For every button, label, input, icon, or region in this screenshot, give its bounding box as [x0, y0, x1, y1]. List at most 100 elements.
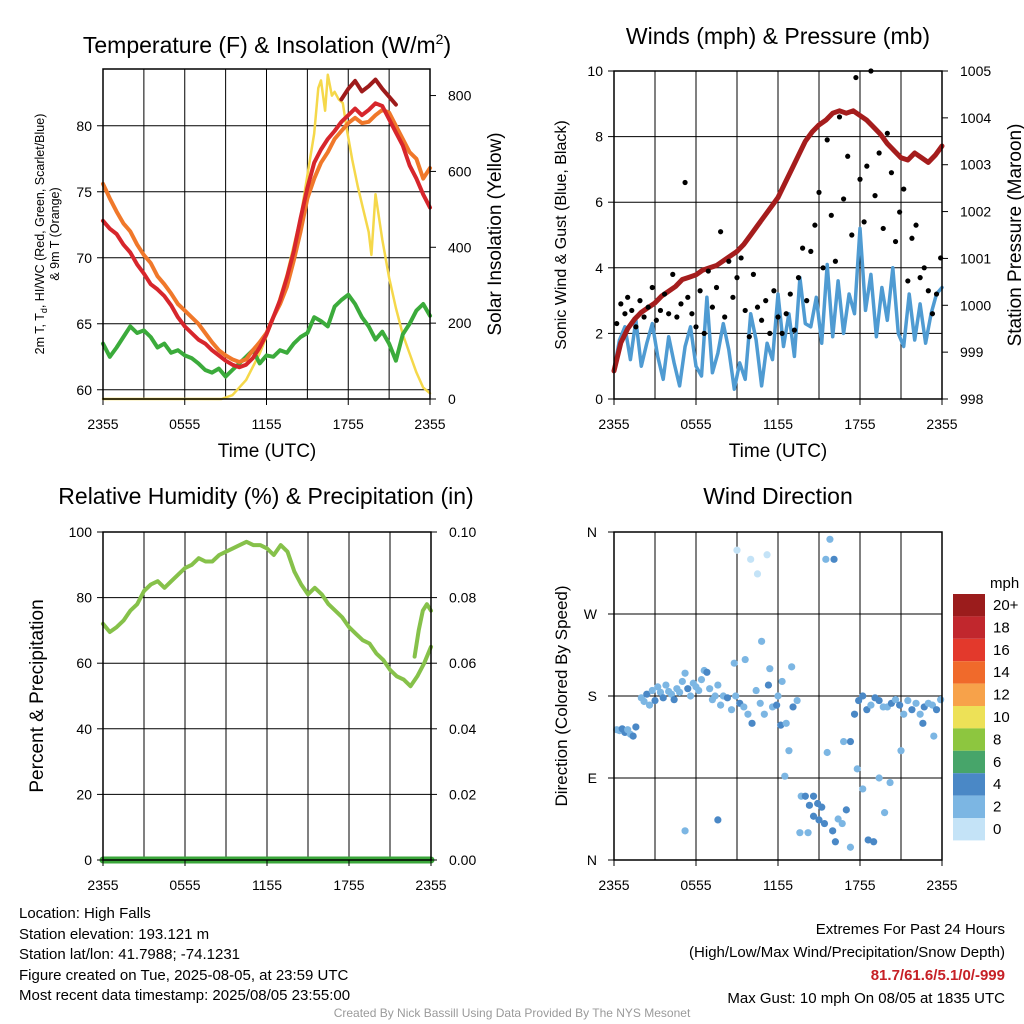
gust-point [888, 170, 895, 176]
gust-point [841, 196, 847, 202]
direction-point [758, 637, 766, 645]
direction-point [703, 668, 711, 676]
gust-point [857, 176, 863, 182]
legend-label: 16 [993, 642, 1010, 659]
temperature-panel: Temperature (F) & Insolation (W/m2) 2355… [33, 31, 506, 462]
y2-tick-label: 1005 [960, 63, 991, 79]
gust-point [670, 271, 676, 277]
gust-point [921, 265, 927, 271]
gust-point [754, 304, 761, 310]
direction-point [789, 703, 797, 711]
direction-point [793, 696, 801, 705]
gust-point [795, 275, 802, 281]
y2-tick-label: 0.02 [449, 786, 476, 802]
direction-point [823, 748, 831, 757]
y-tick-label: 10 [587, 63, 603, 79]
gust-point [726, 258, 732, 264]
y2-tick-label: 0.06 [449, 655, 476, 671]
max-gust: Max Gust: 10 mph On 08/05 at 1835 UTC [727, 990, 1005, 1007]
winds-series [611, 68, 945, 391]
gust-point [808, 248, 814, 254]
heat_index-line [339, 77, 398, 107]
gust-point [800, 245, 806, 251]
gust-point [812, 222, 818, 228]
x-tick-label: 1755 [333, 877, 364, 893]
direction-point [654, 683, 662, 691]
gust-point [913, 222, 919, 228]
gust-point [738, 255, 744, 261]
gust-point [775, 314, 781, 320]
gust-point [618, 301, 624, 307]
direction-point [831, 838, 840, 846]
direction-point [714, 816, 722, 824]
direction-point [796, 829, 804, 837]
direction-point [659, 694, 667, 702]
gust-point [759, 317, 765, 323]
x-tick-label: 2355 [415, 877, 446, 893]
speed-legend-title: mph [990, 575, 1019, 592]
direction-point [656, 688, 665, 696]
gust-point [925, 288, 931, 294]
gust-point [622, 311, 628, 317]
direction-point [778, 677, 786, 686]
direction-point [891, 696, 900, 704]
direction-point [777, 721, 785, 729]
gust-point [705, 268, 711, 274]
temperature-y-label-b: , HI/WC (Red, Green, Scarlet/Blue) [33, 114, 47, 309]
pressure-line [611, 108, 945, 374]
humidity-ticks: 2355 0555 1155 1755 2355 0 20 40 60 80 100 0.00 0.02… [69, 524, 477, 893]
x-tick-label: 2355 [926, 416, 957, 432]
direction-point [774, 692, 782, 700]
y-tick-label: 6 [595, 194, 603, 210]
y2-tick-label: 200 [448, 315, 472, 331]
gust-point [849, 232, 855, 238]
gust-point [629, 307, 635, 314]
y-tick-label: 65 [76, 316, 92, 332]
direction-point [730, 659, 738, 667]
direction-point [900, 710, 908, 718]
temperature-title: Temperature (F) & Insolation (W/m2) [83, 31, 451, 58]
winds-grid [614, 71, 942, 399]
direction-point [846, 843, 855, 851]
x-tick-label: 2355 [87, 416, 118, 432]
direction-point [830, 555, 838, 563]
direction-point [930, 732, 938, 740]
y-tick-label: N [587, 852, 597, 868]
recent-timestamp: Most recent data timestamp: 2025/08/05 2… [19, 987, 351, 1004]
extremes-values: 81.7/61.6/5.1/0/-999 [870, 967, 1005, 984]
x-tick-label: 2355 [87, 877, 118, 893]
gust-point [709, 304, 716, 310]
humidity-panel: Relative Humidity (%) & Precipitation (i… [27, 483, 476, 893]
y-tick-label: 0 [595, 391, 603, 407]
direction-y-label: Direction (Colored By Speed) [552, 585, 571, 806]
direction-point [706, 685, 714, 693]
direction-point [881, 809, 889, 817]
gust-point [614, 320, 620, 327]
rh_tail-line [412, 602, 433, 659]
humidity-y-label: Percent & Precipitation [27, 599, 48, 792]
direction-point [732, 692, 740, 700]
x-tick-label: 1155 [763, 877, 793, 893]
direction-point [629, 732, 637, 740]
legend-swatch [953, 750, 985, 774]
direction-point [744, 710, 752, 718]
direction-point [670, 696, 678, 704]
direction-point [662, 681, 670, 689]
direction-point [681, 827, 689, 835]
gust-point [661, 291, 668, 297]
direction-point [870, 838, 878, 846]
direction-point [809, 792, 818, 800]
rh-line [101, 539, 433, 689]
winds-ticks: 2355 0555 1155 1755 2355 0 2 4 6 8 10 998 999 1000 100… [587, 63, 991, 432]
temp_2m-line [101, 101, 432, 370]
direction-point [723, 694, 732, 702]
y-tick-label: 80 [76, 590, 92, 606]
y2-tick-label: 0.08 [449, 590, 476, 606]
direction-point [788, 663, 796, 671]
humidity-title: Relative Humidity (%) & Precipitation (i… [58, 483, 473, 509]
y-tick-label: W [584, 606, 598, 622]
gust-point [783, 311, 789, 317]
direction-point [853, 765, 861, 773]
direction-point [809, 812, 818, 820]
